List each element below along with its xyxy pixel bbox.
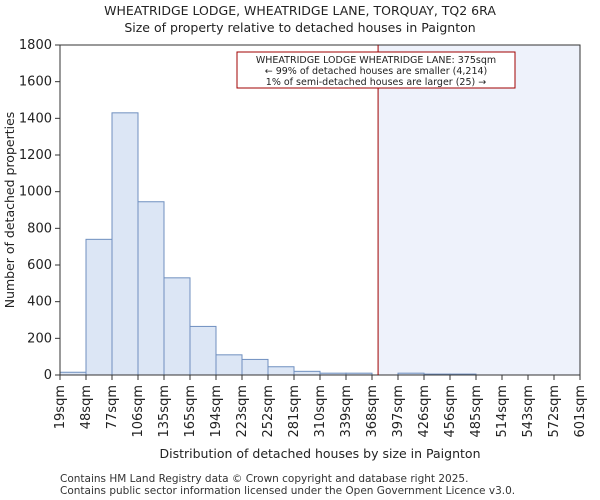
x-tick-label: 252sqm <box>261 385 276 438</box>
y-tick-label: 1200 <box>19 148 52 163</box>
x-tick-label: 223sqm <box>235 385 250 438</box>
chart-subtitle: Size of property relative to detached ho… <box>124 20 476 35</box>
x-tick-label: 281sqm <box>287 385 302 438</box>
y-tick-label: 200 <box>27 331 52 346</box>
x-tick-label: 426sqm <box>417 385 432 438</box>
x-tick-label: 135sqm <box>157 385 172 438</box>
bar-223sqm <box>241 358 269 376</box>
y-tick-label: 600 <box>27 258 52 273</box>
chart-title: WHEATRIDGE LODGE, WHEATRIDGE LANE, TORQU… <box>104 3 496 18</box>
x-tick-label: 514sqm <box>495 385 510 438</box>
annotation-line: WHEATRIDGE LODGE WHEATRIDGE LANE: 375sqm <box>256 55 496 66</box>
x-axis-label: Distribution of detached houses by size … <box>159 446 480 461</box>
bar-252sqm <box>267 366 295 376</box>
bar-77sqm <box>111 112 139 376</box>
annotation-box <box>236 51 516 89</box>
bar-165sqm <box>189 325 217 376</box>
y-tick-label: 800 <box>27 221 52 236</box>
x-tick-label: 572sqm <box>547 385 562 438</box>
bar-48sqm <box>85 238 113 376</box>
x-tick-label: 485sqm <box>469 385 484 438</box>
footer-copyright: Contains HM Land Registry data © Crown c… <box>60 473 469 485</box>
annotation-line: ← 99% of detached houses are smaller (4,… <box>265 66 488 77</box>
x-tick-label: 310sqm <box>313 385 328 438</box>
x-tick-label: 194sqm <box>209 385 224 438</box>
y-tick-label: 1600 <box>19 75 52 90</box>
x-tick-label: 19sqm <box>53 385 68 429</box>
y-tick-label: 1800 <box>19 38 52 53</box>
x-tick-label: 339sqm <box>339 385 354 438</box>
annotation-line: 1% of semi-detached houses are larger (2… <box>266 77 486 88</box>
x-tick-label: 368sqm <box>365 385 380 438</box>
x-tick-label: 543sqm <box>521 385 536 438</box>
y-tick-label: 1000 <box>19 185 52 200</box>
x-tick-label: 397sqm <box>391 385 406 438</box>
bar-106sqm <box>137 201 165 376</box>
bar-135sqm <box>163 277 191 376</box>
y-axis-label: Number of detached properties <box>2 112 17 309</box>
x-tick-label: 48sqm <box>79 385 94 429</box>
x-tick-label: 601sqm <box>573 385 588 438</box>
footer-licence: Contains public sector information licen… <box>60 485 516 497</box>
larger-region-shading <box>378 45 580 375</box>
x-tick-label: 165sqm <box>183 385 198 438</box>
x-tick-label: 106sqm <box>131 385 146 438</box>
bar-194sqm <box>215 354 243 376</box>
y-tick-label: 400 <box>27 295 52 310</box>
x-tick-label: 456sqm <box>443 385 458 438</box>
y-tick-label: 0 <box>44 368 52 383</box>
x-tick-label: 77sqm <box>105 385 120 429</box>
y-tick-label: 1400 <box>19 111 52 126</box>
bar-281sqm <box>293 370 321 376</box>
